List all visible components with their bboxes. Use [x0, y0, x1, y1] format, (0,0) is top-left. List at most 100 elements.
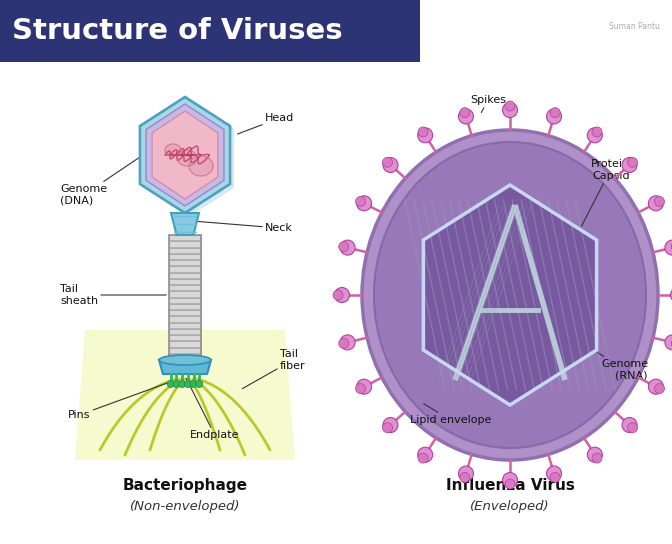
Circle shape: [550, 472, 560, 483]
Circle shape: [622, 418, 637, 432]
Circle shape: [655, 196, 665, 207]
Circle shape: [460, 108, 470, 118]
Circle shape: [648, 379, 663, 394]
Circle shape: [550, 108, 560, 118]
Circle shape: [383, 418, 398, 432]
FancyBboxPatch shape: [169, 310, 201, 316]
FancyBboxPatch shape: [0, 0, 420, 62]
FancyBboxPatch shape: [169, 254, 201, 259]
Circle shape: [592, 453, 602, 463]
Circle shape: [383, 157, 398, 172]
Circle shape: [184, 380, 192, 387]
Polygon shape: [189, 156, 213, 176]
Circle shape: [167, 380, 174, 387]
FancyBboxPatch shape: [169, 285, 201, 290]
Text: Bacteriophage: Bacteriophage: [122, 478, 247, 493]
FancyBboxPatch shape: [169, 316, 201, 322]
Circle shape: [418, 453, 428, 463]
Polygon shape: [75, 330, 295, 460]
Text: Pins: Pins: [68, 383, 167, 420]
Circle shape: [458, 109, 474, 124]
Polygon shape: [423, 185, 597, 405]
Circle shape: [628, 157, 638, 168]
Circle shape: [665, 240, 672, 255]
Ellipse shape: [362, 130, 658, 460]
Circle shape: [671, 338, 672, 348]
Circle shape: [335, 287, 349, 302]
FancyBboxPatch shape: [169, 291, 201, 296]
Circle shape: [671, 287, 672, 302]
Polygon shape: [152, 111, 218, 199]
Circle shape: [503, 473, 517, 487]
Circle shape: [505, 479, 515, 489]
Circle shape: [196, 380, 203, 387]
Circle shape: [587, 447, 602, 462]
FancyBboxPatch shape: [169, 273, 201, 278]
Circle shape: [655, 384, 665, 393]
Text: Genome
(RNA): Genome (RNA): [562, 330, 648, 381]
Circle shape: [190, 380, 197, 387]
Circle shape: [340, 335, 355, 350]
Circle shape: [418, 127, 428, 137]
Circle shape: [503, 102, 517, 118]
Circle shape: [355, 384, 366, 393]
Circle shape: [418, 447, 433, 462]
Text: Protein
Capsid: Protein Capsid: [581, 159, 630, 226]
Circle shape: [460, 472, 470, 483]
FancyBboxPatch shape: [169, 348, 201, 353]
FancyBboxPatch shape: [169, 279, 201, 284]
Text: Suman Pantu: Suman Pantu: [609, 22, 660, 31]
Text: Tail
fiber: Tail fiber: [243, 349, 306, 388]
Circle shape: [357, 196, 372, 211]
Ellipse shape: [159, 355, 211, 365]
Circle shape: [382, 157, 392, 168]
Text: (Non-enveloped): (Non-enveloped): [130, 500, 241, 513]
Polygon shape: [159, 360, 211, 374]
Circle shape: [355, 196, 366, 207]
Text: (Enveloped): (Enveloped): [470, 500, 550, 513]
Circle shape: [333, 290, 343, 300]
FancyBboxPatch shape: [169, 248, 201, 253]
Polygon shape: [146, 104, 224, 206]
Text: Tail
sheath: Tail sheath: [60, 284, 166, 306]
Text: Spikes: Spikes: [470, 95, 506, 113]
Circle shape: [418, 128, 433, 143]
FancyBboxPatch shape: [169, 335, 201, 341]
Circle shape: [340, 240, 355, 255]
Circle shape: [339, 242, 349, 252]
Circle shape: [628, 423, 638, 432]
Text: Neck: Neck: [195, 221, 293, 233]
FancyBboxPatch shape: [169, 323, 201, 328]
FancyBboxPatch shape: [169, 260, 201, 265]
FancyBboxPatch shape: [169, 304, 201, 309]
Ellipse shape: [374, 142, 646, 448]
Text: Influenza Virus: Influenza Virus: [446, 478, 575, 493]
Polygon shape: [140, 126, 144, 188]
Text: Head: Head: [238, 113, 294, 134]
Circle shape: [505, 101, 515, 111]
Circle shape: [458, 466, 474, 481]
Circle shape: [622, 157, 637, 172]
Polygon shape: [185, 184, 234, 217]
Polygon shape: [177, 150, 197, 166]
Circle shape: [587, 128, 602, 143]
FancyBboxPatch shape: [169, 241, 201, 246]
Polygon shape: [230, 126, 234, 188]
FancyBboxPatch shape: [169, 235, 201, 240]
FancyBboxPatch shape: [169, 298, 201, 303]
Text: Genome
(DNA): Genome (DNA): [60, 157, 140, 206]
Circle shape: [592, 127, 602, 137]
Text: Endplate: Endplate: [186, 379, 239, 440]
Circle shape: [357, 379, 372, 394]
Polygon shape: [140, 184, 189, 217]
FancyBboxPatch shape: [169, 329, 201, 334]
Circle shape: [546, 466, 562, 481]
Polygon shape: [140, 97, 230, 213]
Polygon shape: [185, 97, 234, 130]
Circle shape: [648, 196, 663, 211]
Text: Structure of Viruses: Structure of Viruses: [12, 17, 343, 45]
Polygon shape: [140, 97, 189, 130]
Text: Lipid envelope: Lipid envelope: [410, 404, 491, 425]
Circle shape: [173, 380, 180, 387]
Circle shape: [382, 423, 392, 432]
